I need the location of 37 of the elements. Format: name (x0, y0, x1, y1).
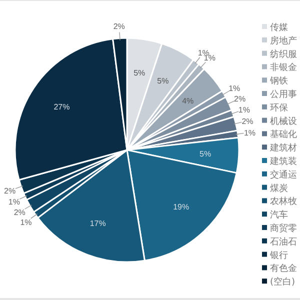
legend-label: 机械设 (270, 116, 297, 127)
data-label: 2% (113, 22, 125, 32)
data-label: 1% (228, 84, 240, 93)
data-label: 1% (238, 105, 250, 114)
legend-label: 石油石 (270, 236, 297, 248)
legend-label: 汽车 (270, 210, 288, 221)
data-label: 2% (4, 186, 16, 196)
data-label: 1% (244, 128, 256, 138)
data-label: 1% (8, 198, 20, 207)
legend-label: 公用事 (270, 89, 297, 100)
data-label: 19% (173, 202, 190, 212)
legend-label: (空白) (270, 276, 296, 288)
legend-label: 建筑材 (269, 142, 297, 154)
legend-label: 有色金 (270, 263, 297, 274)
legend-label: 非银金 (270, 62, 297, 74)
data-label: 2% (242, 116, 254, 126)
legend-label: 纺织服 (270, 48, 297, 60)
data-label: 5% (200, 150, 212, 159)
data-label: 5% (134, 68, 146, 78)
legend-label: 交通运 (270, 169, 297, 180)
data-label: 4% (182, 96, 194, 106)
legend-label: 银行 (269, 250, 288, 261)
legend-label: 建筑装 (269, 156, 297, 167)
legend-label: 环保 (270, 102, 288, 114)
data-label: 27% (54, 102, 70, 112)
legend-label: 基础化 (270, 129, 297, 140)
legend-label: 商贸零 (270, 223, 297, 234)
legend-label: 煤炭 (270, 182, 288, 194)
data-label: 2% (14, 208, 26, 217)
legend-label: 钢铁 (269, 76, 288, 87)
legend-label: 农林牧 (270, 196, 297, 208)
data-label: 17% (90, 218, 106, 228)
data-label: 1% (20, 218, 32, 227)
data-label: 5% (157, 76, 169, 86)
legend-label: 传媒 (270, 22, 288, 33)
legend-label: 房地产 (270, 35, 297, 46)
data-label: 2% (234, 94, 246, 104)
